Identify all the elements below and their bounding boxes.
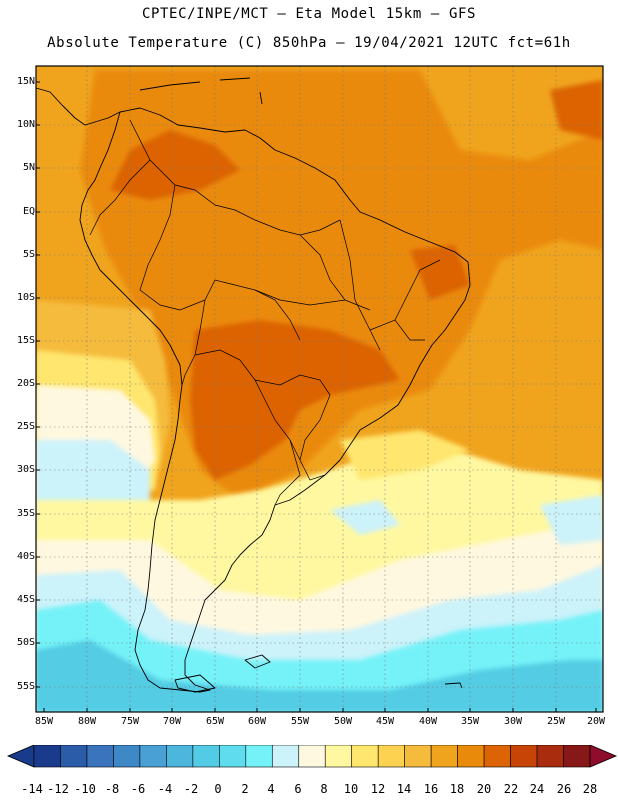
- colorbar-label: -12: [47, 782, 69, 796]
- colorbar-label: 28: [582, 782, 598, 796]
- lon-label: 50W: [333, 716, 353, 727]
- field-hot-core-central: [190, 320, 400, 480]
- field-south-deep-cold: [36, 640, 603, 712]
- colorbar-label: 2: [241, 782, 249, 796]
- lat-label: 20S: [16, 378, 35, 389]
- country-borders: [89, 119, 441, 506]
- lat-label: 10N: [16, 119, 35, 130]
- lat-label: EQ: [22, 206, 35, 217]
- chart-title-line-2: Absolute Temperature (C) 850hPa – 19/04/…: [47, 35, 571, 51]
- field-patch-south-atlantic: [330, 500, 400, 535]
- lon-label: 20W: [586, 716, 606, 727]
- colorbar-label: 16: [423, 782, 439, 796]
- temperature-map: [35, 65, 604, 713]
- colorbar-label: 14: [396, 782, 412, 796]
- field-hot-core-east: [410, 245, 470, 300]
- colorbar-low-arrow: [6, 745, 35, 768]
- colorbar-cell: [351, 745, 379, 768]
- colorbar-label: 18: [449, 782, 465, 796]
- lat-label: 15N: [16, 76, 35, 87]
- colorbar-high-arrow: [589, 745, 618, 768]
- colorbar-label: 0: [214, 782, 222, 796]
- colorbar-cell: [166, 745, 194, 768]
- lon-label: 45W: [375, 716, 395, 727]
- lon-label: 70W: [162, 716, 182, 727]
- lat-label: 45S: [16, 594, 35, 605]
- lon-label: 55W: [290, 716, 310, 727]
- colorbar-label: 24: [529, 782, 545, 796]
- colorbar-cell: [404, 745, 432, 768]
- field-hot-core-northwest: [110, 130, 240, 200]
- colorbar-label: -14: [21, 782, 43, 796]
- lat-label: 50S: [16, 637, 35, 648]
- colorbar-label: -10: [74, 782, 96, 796]
- colorbar-label: -6: [130, 782, 146, 796]
- colorbar-label: -4: [157, 782, 173, 796]
- lat-label: 5N: [22, 162, 35, 173]
- colorbar-cell: [60, 745, 88, 768]
- lat-label: 15S: [16, 335, 35, 346]
- colorbar-cell: [86, 745, 114, 768]
- colorbar-cell: [139, 745, 167, 768]
- lat-label: 40S: [16, 551, 35, 562]
- lon-label: 35W: [460, 716, 480, 727]
- colorbar-cell: [563, 745, 591, 768]
- lat-label: 5S: [22, 249, 35, 260]
- colorbar-label: 4: [267, 782, 275, 796]
- south-georgia: [444, 682, 463, 689]
- colorbar-label: 26: [556, 782, 572, 796]
- colorbar-cell: [33, 745, 61, 768]
- colorbar-cell: [510, 745, 538, 768]
- colorbar-cells: [33, 745, 591, 768]
- lon-label: 25W: [546, 716, 566, 727]
- colorbar-cell: [271, 745, 300, 768]
- lon-label: 65W: [205, 716, 225, 727]
- lat-label: 30S: [16, 464, 35, 475]
- central-america-outline: [35, 87, 121, 126]
- lon-label: 75W: [120, 716, 140, 727]
- colorbar-label: -8: [104, 782, 120, 796]
- graticule: [36, 66, 603, 712]
- falklands: [244, 654, 271, 669]
- lat-label: 10S: [16, 292, 35, 303]
- colorbar-cell: [536, 745, 564, 768]
- colorbar-label: 20: [476, 782, 492, 796]
- plot-frame: [35, 65, 604, 713]
- lon-label: 60W: [247, 716, 267, 727]
- lon-label: 30W: [503, 716, 523, 727]
- lat-label: 55S: [16, 681, 35, 692]
- south-america-outline: [79, 107, 471, 693]
- colorbar-cell: [298, 745, 326, 768]
- coastline: [35, 77, 471, 693]
- colorbar: [6, 745, 618, 768]
- tierra-del-fuego: [174, 674, 216, 693]
- field-atlantic-yellow-band: [340, 430, 470, 480]
- colorbar-cell: [113, 745, 141, 768]
- lon-label: 85W: [34, 716, 54, 727]
- colorbar-cell: [192, 745, 220, 768]
- colorbar-label: 12: [370, 782, 386, 796]
- colorbar-label: 10: [343, 782, 359, 796]
- chart-title-line-1: CPTEC/INPE/MCT – Eta Model 15km – GFS: [141, 6, 477, 22]
- colorbar-label: 22: [503, 782, 519, 796]
- colorbar-cell: [324, 745, 353, 768]
- colorbar-cell: [430, 745, 458, 768]
- colorbar-cell: [377, 745, 405, 768]
- caribbean-islands: [139, 77, 263, 105]
- lon-label: 80W: [77, 716, 97, 727]
- lon-label: 40W: [418, 716, 438, 727]
- temperature-field: [36, 66, 603, 712]
- lat-label: 35S: [16, 508, 35, 519]
- colorbar-cell: [457, 745, 485, 768]
- colorbar-label: 8: [320, 782, 328, 796]
- lat-label: 25S: [16, 421, 35, 432]
- colorbar-cell: [245, 745, 273, 768]
- ticks: [36, 81, 597, 712]
- colorbar-label: 6: [294, 782, 302, 796]
- colorbar-cell: [483, 745, 511, 768]
- colorbar-cell: [219, 745, 247, 768]
- colorbar-label: -2: [183, 782, 199, 796]
